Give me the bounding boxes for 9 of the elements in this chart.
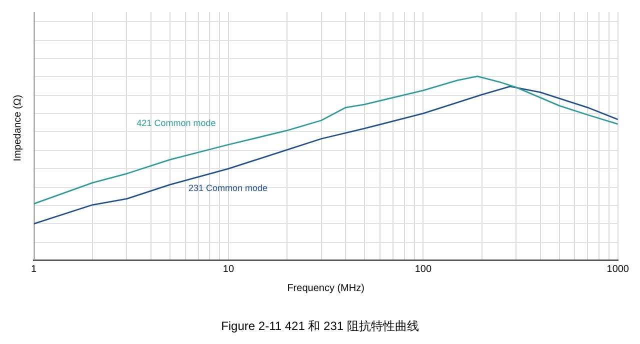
x-axis-title: Frequency (MHz) [287, 282, 364, 294]
series-label: 231 Common mode [188, 183, 268, 194]
text: Figure 2-11 421 和 231 阻抗特性曲线 [220, 318, 420, 335]
x-tick-label: 10 [222, 264, 234, 275]
x-tick-label: 1 [31, 264, 37, 275]
x-tick-label: 1000 [606, 264, 630, 275]
text: 421 Common mode [136, 118, 216, 128]
y-axis-title: Impedance (Ω) [12, 94, 24, 162]
x-tick-label: 100 [414, 264, 432, 275]
